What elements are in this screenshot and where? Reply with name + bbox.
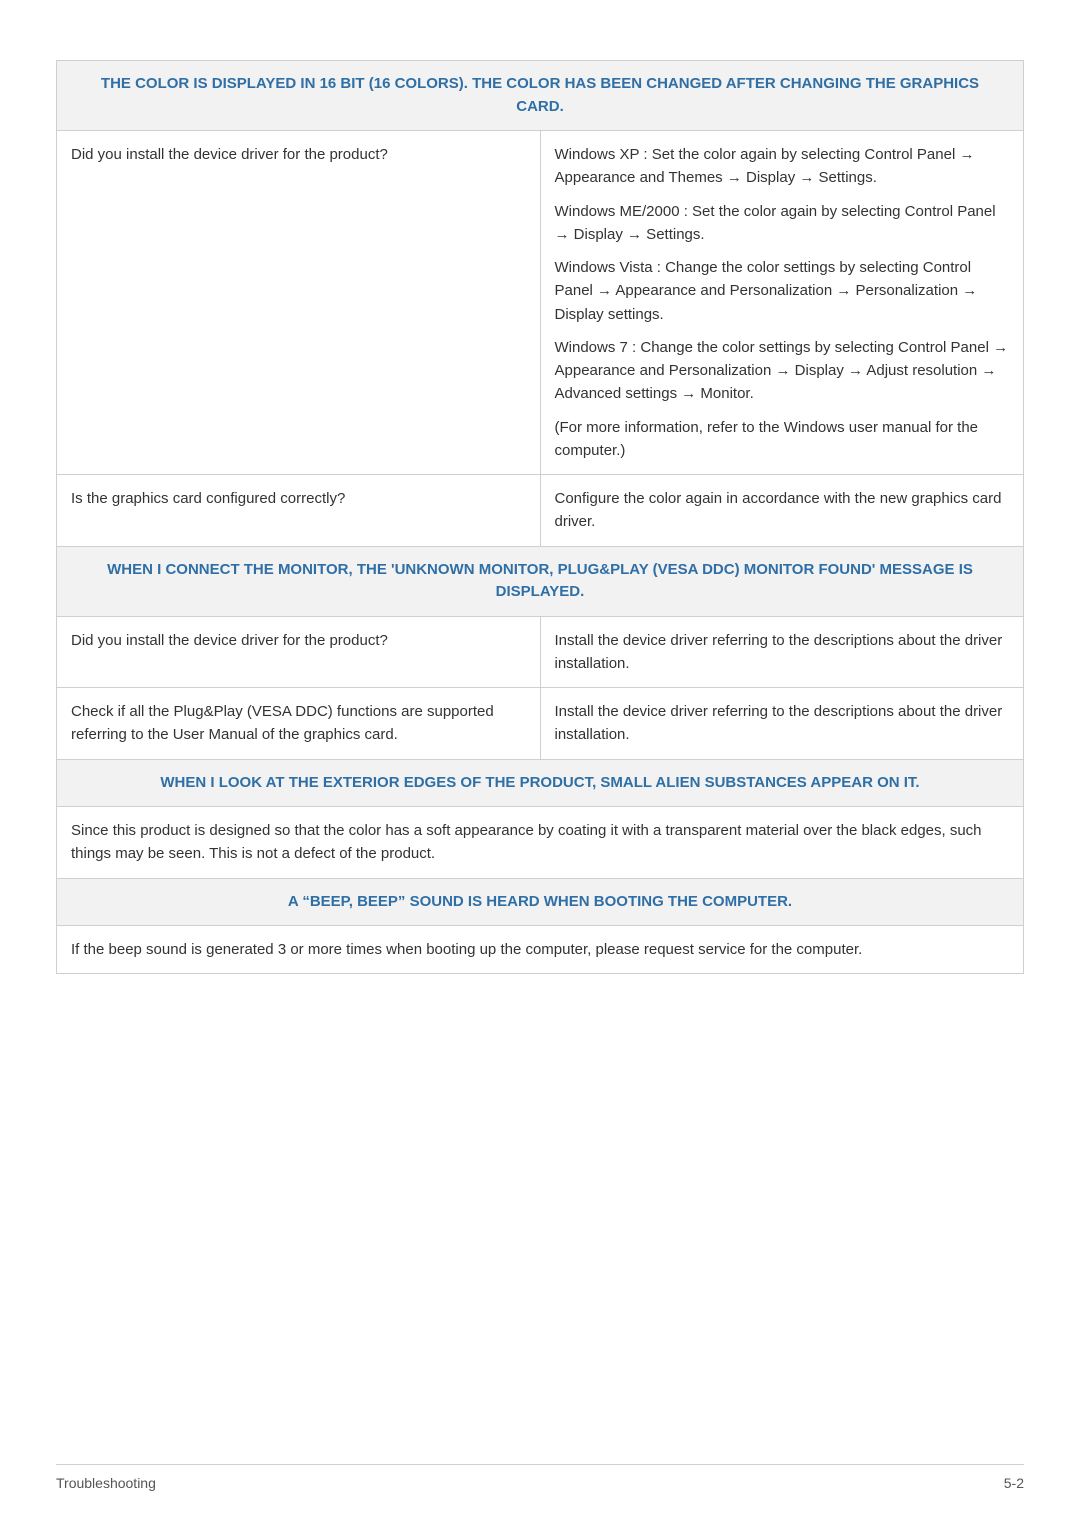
section-header-row: WHEN I CONNECT THE MONITOR, THE 'UNKNOWN… <box>57 546 1024 616</box>
content-area: THE COLOR IS DISPLAYED IN 16 BIT (16 COL… <box>56 60 1024 974</box>
answer-paragraph: Windows 7 : Change the color settings by… <box>555 336 1010 406</box>
table-row: Is the graphics card configured correctl… <box>57 475 1024 547</box>
answer-cell: Install the device driver referring to t… <box>540 688 1024 760</box>
answer-paragraph: Install the device driver referring to t… <box>555 629 1010 676</box>
answer-paragraph: Windows ME/2000 : Set the color again by… <box>555 200 1010 247</box>
section-header: A “BEEP, BEEP” SOUND IS HEARD WHEN BOOTI… <box>57 878 1024 926</box>
answer-paragraph: Windows XP : Set the color again by sele… <box>555 143 1010 190</box>
answer-paragraph: Install the device driver referring to t… <box>555 700 1010 747</box>
footer-right: 5-2 <box>1004 1475 1024 1491</box>
answer-cell: Windows XP : Set the color again by sele… <box>540 131 1024 475</box>
full-text-cell: Since this product is designed so that t… <box>57 807 1024 879</box>
answer-paragraph: Windows Vista : Change the color setting… <box>555 256 1010 326</box>
section-header: WHEN I LOOK AT THE EXTERIOR EDGES OF THE… <box>57 759 1024 807</box>
page-footer: Troubleshooting 5-2 <box>56 1464 1024 1491</box>
answer-paragraph: Configure the color again in accordance … <box>555 487 1010 534</box>
page: THE COLOR IS DISPLAYED IN 16 BIT (16 COL… <box>0 0 1080 1527</box>
table-row: Did you install the device driver for th… <box>57 616 1024 688</box>
section-header-row: A “BEEP, BEEP” SOUND IS HEARD WHEN BOOTI… <box>57 878 1024 926</box>
section-header: WHEN I CONNECT THE MONITOR, THE 'UNKNOWN… <box>57 546 1024 616</box>
question-cell: Check if all the Plug&Play (VESA DDC) fu… <box>57 688 541 760</box>
table-row: If the beep sound is generated 3 or more… <box>57 926 1024 974</box>
answer-cell: Install the device driver referring to t… <box>540 616 1024 688</box>
table-row: Check if all the Plug&Play (VESA DDC) fu… <box>57 688 1024 760</box>
full-text-cell: If the beep sound is generated 3 or more… <box>57 926 1024 974</box>
question-cell: Did you install the device driver for th… <box>57 616 541 688</box>
table-row: Since this product is designed so that t… <box>57 807 1024 879</box>
answer-cell: Configure the color again in accordance … <box>540 475 1024 547</box>
answer-paragraph: (For more information, refer to the Wind… <box>555 416 1010 463</box>
section-header: THE COLOR IS DISPLAYED IN 16 BIT (16 COL… <box>57 61 1024 131</box>
table-row: Did you install the device driver for th… <box>57 131 1024 475</box>
section-header-row: WHEN I LOOK AT THE EXTERIOR EDGES OF THE… <box>57 759 1024 807</box>
footer-left: Troubleshooting <box>56 1475 156 1491</box>
question-cell: Is the graphics card configured correctl… <box>57 475 541 547</box>
section-header-row: THE COLOR IS DISPLAYED IN 16 BIT (16 COL… <box>57 61 1024 131</box>
troubleshooting-table: THE COLOR IS DISPLAYED IN 16 BIT (16 COL… <box>56 60 1024 974</box>
question-cell: Did you install the device driver for th… <box>57 131 541 475</box>
